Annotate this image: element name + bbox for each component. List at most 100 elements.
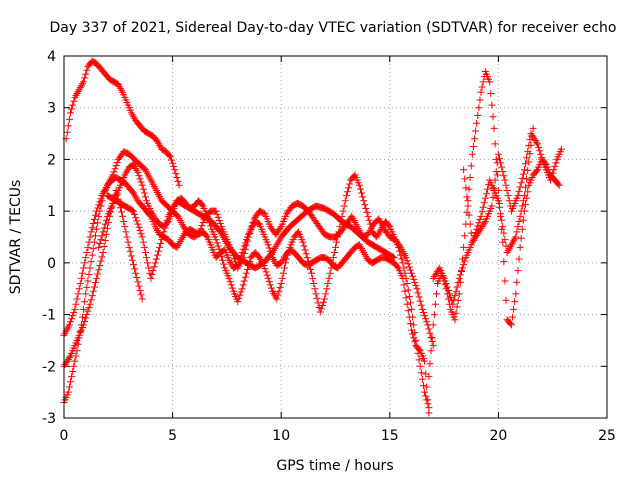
data-point (173, 174, 181, 182)
data-point (242, 241, 250, 249)
data-point (246, 229, 254, 237)
data-point (97, 257, 105, 265)
data-point (161, 224, 169, 232)
data-point (443, 283, 451, 291)
data-point (174, 177, 182, 185)
data-point (413, 285, 421, 293)
data-point (76, 280, 84, 288)
data-point (326, 269, 334, 277)
y-tick-label: 4 (47, 49, 56, 65)
data-point (409, 272, 417, 280)
data-point (477, 88, 485, 96)
data-point (133, 274, 141, 282)
data-point (128, 256, 136, 264)
data-point (449, 300, 457, 308)
data-point (500, 172, 508, 180)
data-point (417, 369, 425, 377)
data-point (520, 166, 528, 174)
data-point (196, 228, 204, 236)
data-point (329, 254, 337, 262)
data-point (506, 320, 514, 328)
data-point (425, 404, 433, 412)
data-point (93, 225, 101, 233)
data-point (168, 156, 176, 164)
data-point (215, 216, 223, 224)
data-point (111, 165, 119, 173)
data-point (212, 207, 220, 215)
data-point (278, 274, 286, 282)
data-point (497, 159, 505, 167)
data-point (456, 271, 464, 279)
data-point (136, 286, 144, 294)
data-point (422, 392, 430, 400)
data-point (414, 289, 422, 297)
data-point (327, 264, 335, 272)
data-point (427, 333, 435, 341)
data-point (460, 261, 468, 269)
data-point (394, 243, 402, 251)
data-point (411, 279, 419, 287)
data-point (130, 207, 138, 215)
data-point (502, 181, 510, 189)
data-point (410, 321, 418, 329)
data-point (493, 171, 501, 179)
data-point (514, 192, 522, 200)
data-point (219, 256, 227, 264)
data-point (276, 224, 284, 232)
data-point (324, 280, 332, 288)
data-point (532, 167, 540, 175)
data-point (197, 225, 205, 233)
data-point (150, 263, 158, 271)
data-point (355, 181, 363, 189)
data-point (134, 278, 142, 286)
data-point (267, 284, 275, 292)
data-point (91, 211, 99, 219)
data-point (495, 155, 503, 163)
data-point (133, 217, 141, 225)
data-point (82, 314, 90, 322)
data-point (156, 243, 164, 251)
data-point (393, 263, 401, 271)
data-point (85, 238, 93, 246)
data-point (198, 222, 206, 230)
data-point (529, 124, 537, 132)
data-point (495, 203, 503, 211)
data-point (471, 232, 479, 240)
data-point (112, 162, 120, 170)
data-point (87, 228, 95, 236)
data-point (397, 251, 405, 259)
data-point (238, 285, 246, 293)
data-point (518, 225, 526, 233)
data-point (402, 254, 410, 262)
data-point (427, 347, 435, 355)
y-tick-label: 2 (47, 152, 56, 168)
data-point (415, 356, 423, 364)
data-point (325, 274, 333, 282)
data-point (310, 280, 318, 288)
data-point (212, 236, 220, 244)
data-point (95, 266, 103, 274)
data-point (125, 243, 133, 251)
data-point (235, 294, 243, 302)
data-point (396, 247, 404, 255)
data-point (401, 287, 409, 295)
data-point (473, 119, 481, 127)
data-point (522, 201, 530, 209)
data-point (89, 245, 97, 253)
data-point (80, 78, 88, 86)
data-point (301, 246, 309, 254)
data-point (360, 197, 368, 205)
data-point (406, 299, 414, 307)
data-point (171, 166, 179, 174)
data-point (333, 238, 341, 246)
data-point (465, 211, 473, 219)
data-point (261, 265, 269, 273)
data-point (517, 207, 525, 215)
data-point (549, 169, 557, 177)
x-tick-label: 0 (60, 428, 69, 444)
data-point (98, 232, 106, 240)
data-point (279, 269, 287, 277)
data-point (234, 298, 242, 306)
data-point (247, 226, 255, 234)
data-point (516, 243, 524, 251)
